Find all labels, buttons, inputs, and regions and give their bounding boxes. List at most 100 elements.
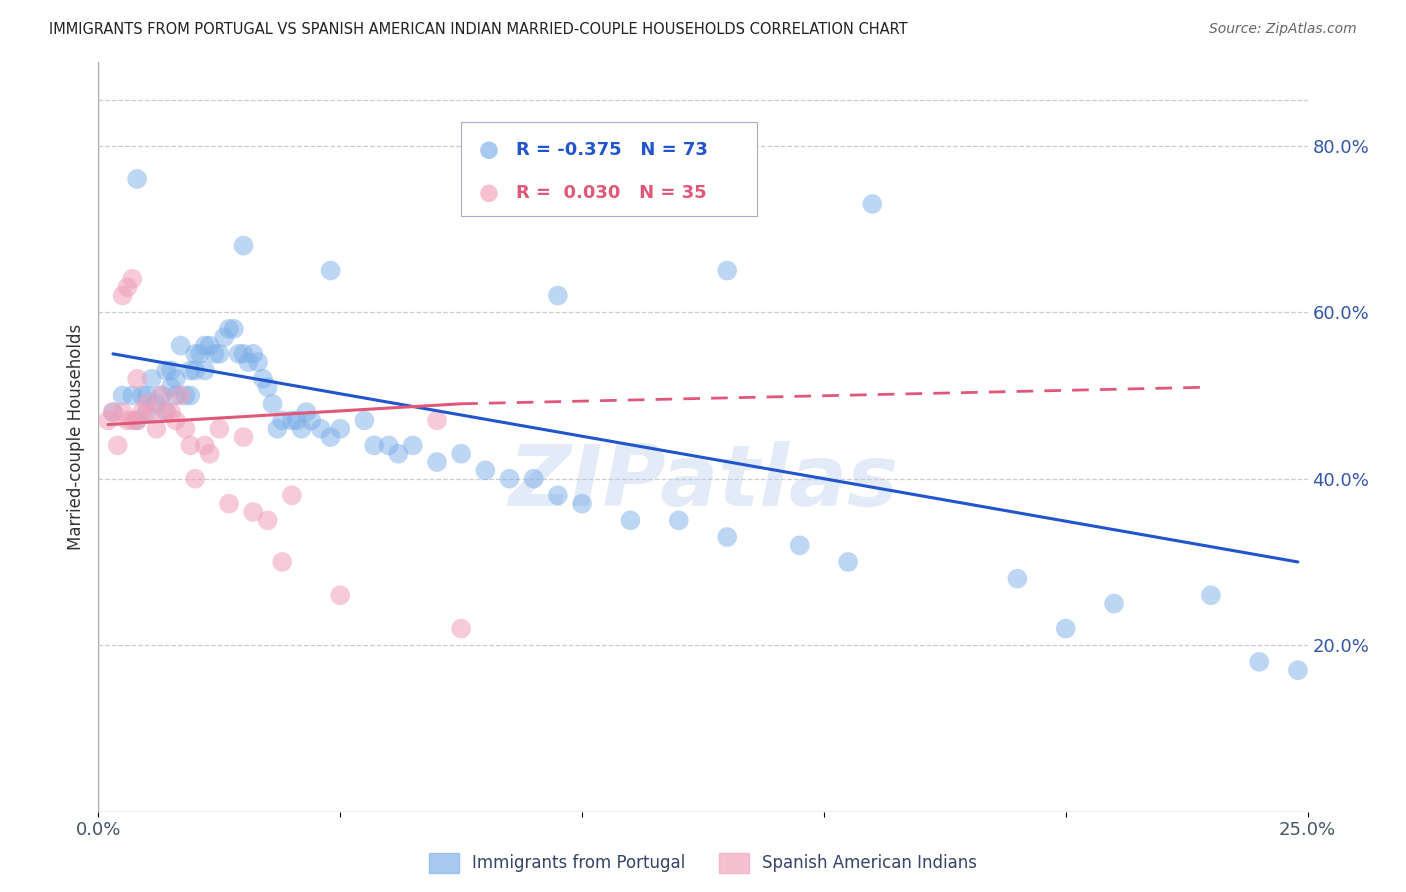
Point [1249,655,1271,669]
Text: IMMIGRANTS FROM PORTUGAL VS SPANISH AMERICAN INDIAN MARRIED-COUPLE HOUSEHOLDS CO: IMMIGRANTS FROM PORTUGAL VS SPANISH AMER… [49,22,908,37]
Point [101,405,124,419]
Text: R =  0.030   N = 35: R = 0.030 N = 35 [516,185,706,202]
Point [155,405,177,419]
Point [252,372,274,386]
Point [204,347,226,361]
Point [184,363,207,377]
Point [309,422,332,436]
Point [218,322,240,336]
Point [160,380,183,394]
Point [232,430,254,444]
Point [111,388,134,402]
Point [165,388,187,402]
Point [295,405,318,419]
Point [238,355,260,369]
Point [117,280,139,294]
Point [619,513,641,527]
Point [1102,597,1125,611]
Y-axis label: Married-couple Households: Married-couple Households [66,324,84,550]
Point [329,422,352,436]
Point [184,472,207,486]
Point [571,497,593,511]
Point [402,438,425,452]
Point [426,413,449,427]
Point [165,413,187,427]
FancyBboxPatch shape [461,122,758,216]
Point [668,513,690,527]
Point [256,513,278,527]
Point [97,413,120,427]
Point [160,405,183,419]
Point [837,555,859,569]
Point [266,422,288,436]
Point [789,538,811,552]
Point [498,472,520,486]
Legend: Immigrants from Portugal, Spanish American Indians: Immigrants from Portugal, Spanish Americ… [422,847,984,880]
Point [111,288,134,302]
Point [111,405,134,419]
Point [716,263,738,277]
Point [212,330,235,344]
Point [232,347,254,361]
Point [179,388,201,402]
Point [329,588,352,602]
Point [299,413,322,427]
Point [319,430,342,444]
Point [716,530,738,544]
Point [121,272,143,286]
Point [242,347,264,361]
Point [198,447,221,461]
Text: R = -0.375   N = 73: R = -0.375 N = 73 [516,141,707,160]
Point [150,388,173,402]
Point [290,422,312,436]
Point [271,413,294,427]
Point [208,347,231,361]
Point [377,438,399,452]
Point [160,363,183,377]
Point [247,355,270,369]
Point [194,338,217,352]
Point [353,413,375,427]
Point [1054,622,1077,636]
Point [169,388,191,402]
Point [232,238,254,252]
Point [184,347,207,361]
Point [319,263,342,277]
Point [188,347,211,361]
Point [127,413,149,427]
Point [155,363,177,377]
Text: ZIPatlas: ZIPatlas [508,441,898,524]
Point [135,397,157,411]
Point [121,413,143,427]
Point [107,438,129,452]
Point [194,438,217,452]
Point [523,472,546,486]
Point [256,380,278,394]
Point [426,455,449,469]
Point [285,413,308,427]
Text: Source: ZipAtlas.com: Source: ZipAtlas.com [1209,22,1357,37]
Point [150,388,173,402]
Point [1286,663,1309,677]
Point [1007,572,1029,586]
Point [135,405,157,419]
Point [281,488,304,502]
Point [218,497,240,511]
Point [141,405,163,419]
Point [127,413,149,427]
Point [127,172,149,186]
Point [174,388,197,402]
Point [387,447,409,461]
Point [135,388,157,402]
Point [547,288,569,302]
Point [155,405,177,419]
Point [165,372,187,386]
Point [179,438,201,452]
Point [271,555,294,569]
Point [145,397,167,411]
Point [174,422,197,436]
Point [131,405,153,419]
Point [145,422,167,436]
Point [1199,588,1222,602]
Point [450,622,472,636]
